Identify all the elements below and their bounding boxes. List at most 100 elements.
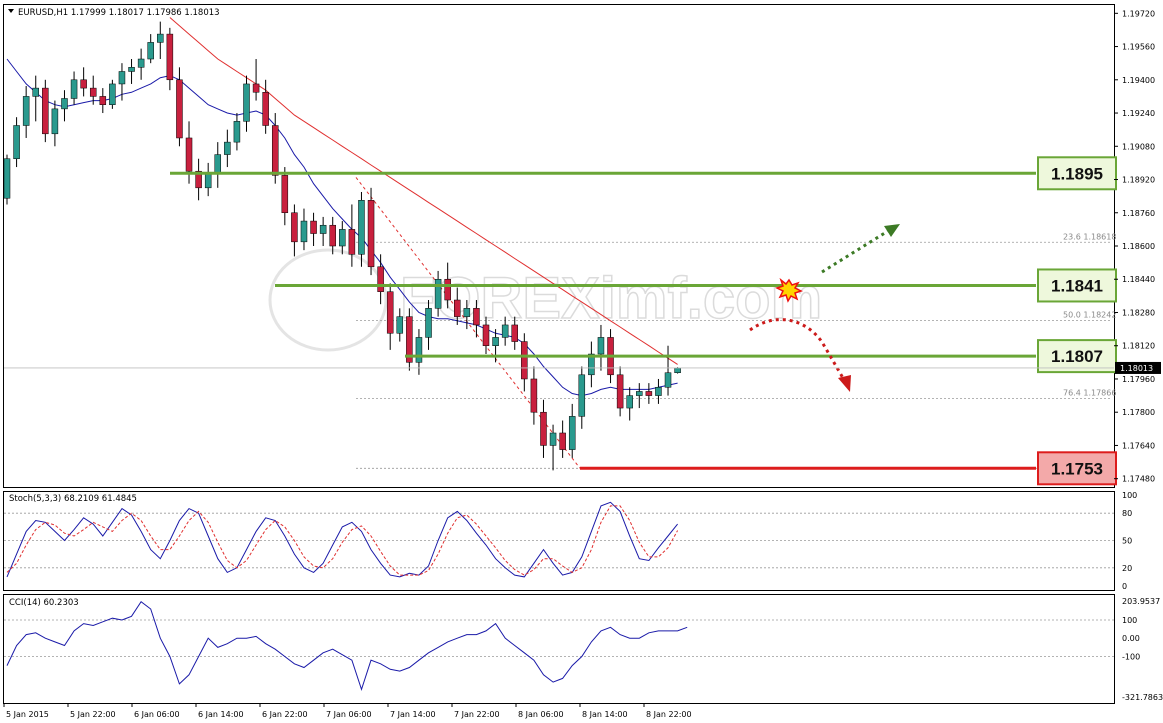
stoch-tick-label: 80	[1122, 509, 1132, 518]
time-tick-label: 7 Jan 06:00	[326, 710, 372, 719]
stoch-header: Stoch(5,3,3) 68.2109 61.4845	[9, 494, 137, 504]
cci-panel-frame	[3, 594, 1115, 704]
candle-body	[252, 83, 260, 93]
candle-body	[521, 341, 528, 380]
candle-body	[89, 87, 97, 97]
candle-body	[473, 308, 480, 326]
candle-body	[626, 395, 633, 409]
watermark-logo	[268, 248, 388, 352]
fib-level-label: 76.4 1.17866	[1063, 388, 1116, 397]
fib-trend-line	[355, 177, 581, 469]
candle-body	[300, 220, 308, 243]
candle-body	[51, 108, 59, 135]
stoch-panel-frame	[3, 491, 1115, 591]
time-tick-label: 8 Jan 06:00	[518, 710, 564, 719]
candle-body	[176, 79, 183, 139]
time-tick-label: 8 Jan 22:00	[646, 710, 692, 719]
price-tick-label: 1.18120	[1122, 342, 1155, 351]
price-tick-label: 1.17800	[1122, 408, 1155, 417]
time-tick-label: 6 Jan 06:00	[134, 710, 180, 719]
stoch-tick-label: 0	[1122, 582, 1127, 591]
candle-body	[636, 391, 643, 396]
axes-group: 1.19720 1.19560 1.19400 1.19240 1.19080 1.189…	[3, 9, 1161, 719]
time-tick-label: 6 Jan 14:00	[198, 710, 244, 719]
time-tick-label: 6 Jan 22:00	[262, 710, 308, 719]
price-tick-label: 1.18920	[1122, 176, 1155, 185]
time-tick-label: 5 Jan 2015	[6, 710, 49, 719]
candle-body	[492, 337, 499, 346]
fib-level-label: 23.6 1.18618	[1063, 232, 1116, 241]
candle-body	[358, 200, 365, 255]
cci-line	[6, 600, 688, 692]
candle-body	[530, 378, 538, 413]
candle-body	[80, 79, 87, 89]
candle-body	[13, 125, 20, 159]
price-tick-label: 1.19720	[1122, 9, 1155, 18]
candle-body	[61, 98, 68, 110]
time-tick-label: 7 Jan 22:00	[454, 710, 500, 719]
current-price-label: 1.18013	[1120, 364, 1153, 373]
candle-body	[204, 173, 212, 189]
current-price-box	[1115, 361, 1161, 374]
candle-body	[616, 374, 624, 409]
candle-body	[559, 432, 566, 450]
price-tick-label: 1.17640	[1122, 441, 1155, 450]
candle-body	[578, 374, 586, 417]
price-tick-label: 1.18440	[1122, 275, 1155, 284]
candle-body	[444, 278, 451, 301]
candle-body	[434, 278, 442, 309]
cci-tick-label: -321.7863	[1122, 693, 1163, 702]
candle-body	[454, 299, 461, 317]
oscillator-group: 100 80 50 20 0 203.9537 100 0.00 -100 -321.7863	[4, 491, 1163, 702]
candle-body	[70, 79, 78, 99]
level-label: 1.1895	[1051, 164, 1103, 183]
main-header: EURUSD,H1 1.17999 1.18017 1.17986 1.1801…	[18, 8, 220, 18]
candle-body	[3, 158, 11, 199]
candle-body	[377, 266, 384, 292]
candle-body	[415, 337, 423, 363]
stoch-tick-label: 20	[1122, 564, 1132, 573]
candle-body	[597, 337, 605, 355]
trend-line-group	[355, 177, 581, 469]
candle-body	[262, 92, 269, 126]
candle-body	[109, 83, 116, 105]
cci-header: CCI(14) 60.2303	[9, 598, 79, 608]
candle-body	[195, 170, 202, 189]
price-tick-label: 1.19240	[1122, 109, 1155, 118]
level-label: 1.1753	[1051, 459, 1103, 478]
candle-body	[463, 308, 471, 317]
price-tick-label: 1.18760	[1122, 209, 1155, 218]
level-box	[1037, 156, 1117, 191]
candle-body	[310, 220, 317, 234]
candle-body	[386, 291, 394, 334]
time-tick-label: 7 Jan 14:00	[390, 710, 436, 719]
candle-body	[511, 324, 518, 342]
bullish-forecast-arrow	[821, 229, 889, 274]
cci-tick-label: 0.00	[1122, 634, 1140, 643]
symbol-dropdown-icon[interactable]	[8, 9, 14, 13]
candle-body	[339, 229, 346, 247]
level-box	[1037, 339, 1117, 374]
moving-average-line	[169, 17, 678, 365]
price-tick-label: 1.17960	[1122, 375, 1155, 384]
level-label: 1.1807	[1051, 347, 1103, 366]
candle-body	[588, 353, 595, 376]
candle-body	[22, 96, 30, 126]
candle-body	[501, 324, 509, 338]
level-lines-group: 1.1895 1.1841 1.1807 1.1753	[170, 156, 1117, 486]
level-box	[1037, 268, 1117, 303]
cci-tick-label: -100	[1122, 653, 1140, 662]
fib-level-label: 50.0 1.18242	[1063, 310, 1116, 319]
stoch-tick-label: 100	[1122, 491, 1137, 500]
level-box	[1037, 451, 1117, 486]
price-tick-label: 1.17480	[1122, 475, 1155, 484]
candle-body	[32, 87, 39, 97]
time-tick-label: 8 Jan 14:00	[582, 710, 628, 719]
candle-body	[137, 58, 145, 68]
candle-body	[396, 316, 404, 334]
candle-body	[281, 175, 289, 214]
candle-group	[3, 21, 681, 471]
candle-body	[185, 137, 193, 172]
candle-body	[99, 96, 107, 105]
